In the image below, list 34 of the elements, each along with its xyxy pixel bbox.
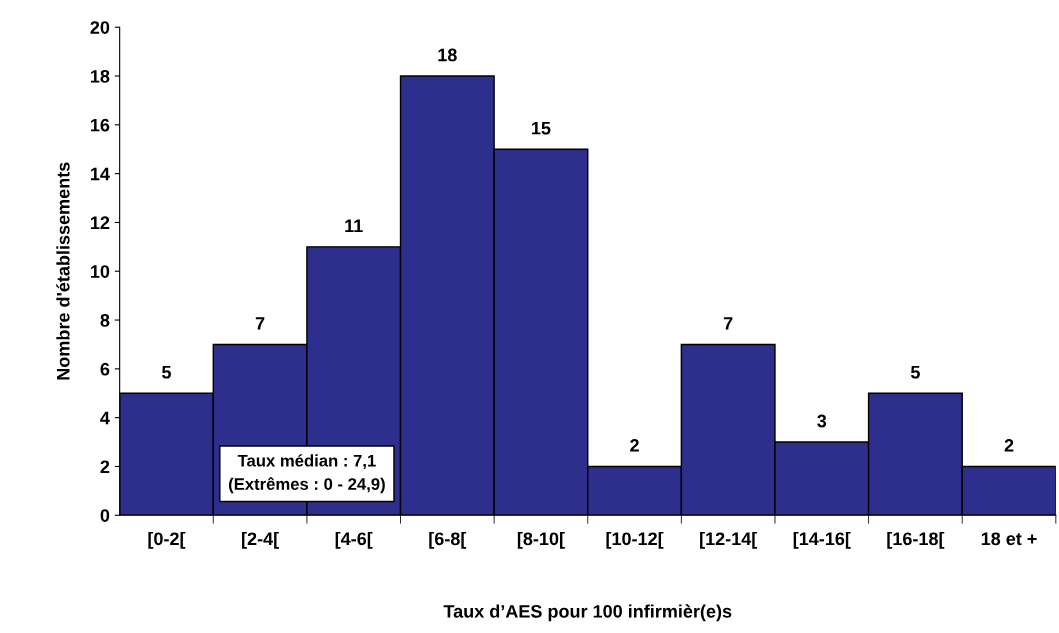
data-label: 18 [438,48,457,62]
data-label: 15 [532,121,551,135]
x-tick-label: [0-2[ [148,531,186,549]
y-tick-label: 20 [90,21,110,34]
x-tick-label: 18 et + [981,532,1037,546]
annotation: Taux médian : 7,1 (Extrêmes : 0 - 24,9) [228,454,385,494]
y-tick-label: 14 [91,167,110,181]
y-axis-title: Nombre d'établissements [56,162,70,380]
data-label: 5 [162,365,171,379]
x-tick-label: [2-4[ [242,531,279,549]
y-tick-label: 8 [100,313,110,327]
data-label: 7 [255,317,265,330]
y-tick-label: 12 [91,216,110,229]
data-label: 2 [630,438,639,452]
y-tick-label: 0 [100,509,110,522]
y-tick-label: 16 [91,118,110,132]
x-tick-label: [4-6[ [335,531,373,549]
data-label: 3 [817,414,827,428]
y-tick-label: 10 [91,265,110,278]
x-tick-label: [12-14[ [700,531,758,549]
data-label: 2 [1004,438,1014,452]
data-label: 5 [910,365,920,379]
y-tick-label: 18 [91,69,110,83]
x-tick-label: [10-12[ [606,531,664,549]
data-label: 7 [723,317,733,330]
y-tick-label: 6 [100,362,110,376]
x-tick-label: [14-16[ [793,531,851,549]
x-axis-title: Taux d’AES pour 100 infirmièr(e)s [443,604,732,622]
y-tick-label: 2 [100,460,110,473]
data-label: 11 [345,219,363,232]
y-tick-label: 4 [100,411,110,425]
x-tick-label: [6-8[ [429,531,467,549]
x-tick-label: [8-10[ [517,531,565,549]
x-tick-label: [16-18[ [887,531,945,549]
